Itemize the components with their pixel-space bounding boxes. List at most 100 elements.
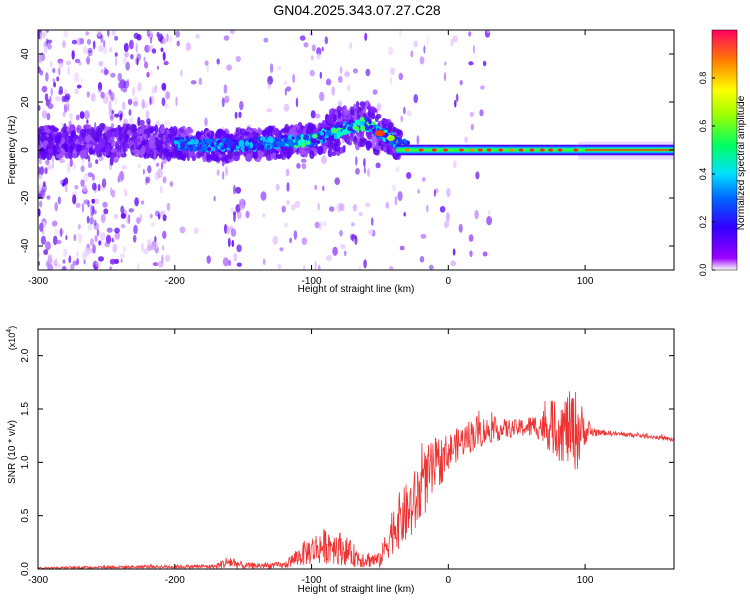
spectrogram-noise-blob <box>156 162 160 167</box>
spectrogram-noise-blob <box>76 84 82 89</box>
spectrogram-band-blob <box>64 147 69 152</box>
spectrogram-noise-blob <box>216 58 220 65</box>
spectrogram-ridge-blob <box>207 146 212 152</box>
spectrogram-noise-blob <box>108 100 112 111</box>
spectrogram-noise-blob <box>375 162 381 169</box>
spectrogram-noise-blob <box>70 263 75 270</box>
spectrogram-noise-blob <box>260 191 267 201</box>
spectrogram-noise-blob <box>434 188 439 194</box>
spectrogram-noise-blob <box>161 82 167 91</box>
spectrogram-ridge-blob <box>315 140 321 144</box>
spectrogram-noise-blob <box>120 212 126 219</box>
spectrogram-band-blob <box>110 148 117 153</box>
spectrogram-noise-blob <box>65 184 68 193</box>
spectrogram-band-blob <box>369 106 376 114</box>
spectrogram-noise-blob <box>364 32 368 41</box>
spectrogram-noise-blob <box>74 58 81 64</box>
spectrogram-band-blob <box>366 131 373 140</box>
spectrogram-noise-blob <box>406 172 412 179</box>
spectrogram-noise-blob <box>72 194 77 205</box>
spectrogram-noise-blob <box>470 123 474 131</box>
spectrogram-y-ticks: -40 -20 0 20 40 <box>20 48 674 253</box>
spectrogram-noise-blob <box>267 80 271 89</box>
spectrogram-noise-blob <box>145 110 150 120</box>
spectrogram-noise-blob <box>80 179 85 187</box>
spectrogram-noise-blob <box>43 249 49 256</box>
spectrogram-noise-blob <box>222 171 225 180</box>
spectrogram-noise-blob <box>98 256 104 262</box>
spectrogram-band-blob <box>170 131 176 138</box>
spectrogram-noise-blob <box>128 109 132 116</box>
spectrogram-ridge-blob <box>200 141 205 145</box>
spectrogram-noise-blob <box>50 87 53 97</box>
spectrogram-noise-blob <box>87 200 90 208</box>
spectrogram-peak-blob <box>374 130 385 137</box>
spectrogram-noise-blob <box>204 60 209 66</box>
spectrogram-noise-blob <box>443 72 447 82</box>
spectrogram-noise-blob <box>198 77 202 86</box>
snr-x-tick-label: 0 <box>446 575 452 586</box>
spectrogram-band-blob <box>115 140 121 146</box>
snr-y-ticks: 0.0 0.5 1.0 1.5 2.0 <box>20 348 674 576</box>
spectrogram-noise-blob <box>229 225 234 232</box>
spectrogram-noise-blob <box>311 44 316 52</box>
spectrogram-noise-blob <box>315 113 321 119</box>
spectrogram-noise-blob <box>129 39 134 50</box>
spectrogram-noise-blob <box>165 254 171 262</box>
spectrogram-ridge-blob <box>266 144 271 149</box>
spectrogram-band-blob <box>134 151 140 158</box>
spectrogram-noise-blob <box>419 56 425 65</box>
spectrogram-band-blob <box>58 152 64 159</box>
spectrogram-ridge-blob <box>291 136 295 141</box>
spectrogram-noise-blob <box>469 111 474 117</box>
spectrogram-band-blob <box>298 128 303 135</box>
colorbar-tick-label: 0.8 <box>698 72 708 85</box>
spectrogram-noise-blob <box>413 40 419 48</box>
spectrogram-noise-blob <box>46 164 53 170</box>
snr-y-tick-label: 0.5 <box>20 508 31 522</box>
spectrogram-noise-blob <box>113 213 119 220</box>
spectrogram-band-blob <box>153 151 157 160</box>
spectrogram-ridge-blob <box>201 143 205 150</box>
spectrogram-noise-blob <box>150 222 155 227</box>
spectrogram-noise-blob <box>59 158 65 164</box>
spectrogram-ridge-blob <box>208 138 213 146</box>
spectrogram-noise-blob <box>303 42 309 48</box>
spectrogram-band-blob <box>71 130 76 138</box>
spectrogram-band-blob <box>359 138 366 148</box>
spectrogram-noise-blob <box>58 60 64 68</box>
spectrogram-noise-blob <box>112 243 118 253</box>
spectrogram-noise-blob <box>143 248 149 255</box>
spectrogram-noise-blob <box>141 242 144 252</box>
snr-y-tick-label: 0.0 <box>20 562 31 576</box>
spectrogram-noise-blob <box>159 185 163 194</box>
spectrogram-noise-blob <box>83 199 90 205</box>
spectrogram-noise-blob <box>166 202 171 211</box>
spectrogram-ridge-blob <box>332 128 338 134</box>
spectrogram-noise-blob <box>147 244 153 252</box>
spectrogram-band-blob <box>120 152 127 158</box>
spectrogram-noise-blob <box>281 205 286 213</box>
spectrogram-noise-blob <box>291 204 296 211</box>
spectrogram-ridge-blob <box>319 139 323 144</box>
spectrogram-band-blob <box>309 150 315 160</box>
spectrogram-noise-blob <box>285 168 290 177</box>
spectrogram-band-blob <box>383 118 389 125</box>
spectrogram-noise-blob <box>283 103 290 112</box>
spectrogram-noise-blob <box>65 101 68 107</box>
snr-x-tick-label: 100 <box>577 575 594 586</box>
spectrogram-noise-blob <box>169 181 174 187</box>
spectrogram-noise-blob <box>62 259 66 264</box>
spectrogram-noise-blob <box>87 172 94 178</box>
spectrogram-noise-blob <box>339 203 345 212</box>
spectrogram-band-blob <box>130 135 136 142</box>
spectrogram-noise-blob <box>222 257 229 267</box>
spectrogram-noise-blob <box>118 81 124 89</box>
spectrogram-noise-blob <box>458 223 463 233</box>
spectrogram-ridge-blob <box>364 125 370 131</box>
spectrogram-tail-peak <box>477 148 483 152</box>
spectrogram-noise-blob <box>426 35 429 45</box>
spectrogram-band-blob <box>389 151 394 156</box>
spectrogram-band-blob <box>374 115 379 123</box>
spectrogram-noise-blob <box>162 214 167 222</box>
